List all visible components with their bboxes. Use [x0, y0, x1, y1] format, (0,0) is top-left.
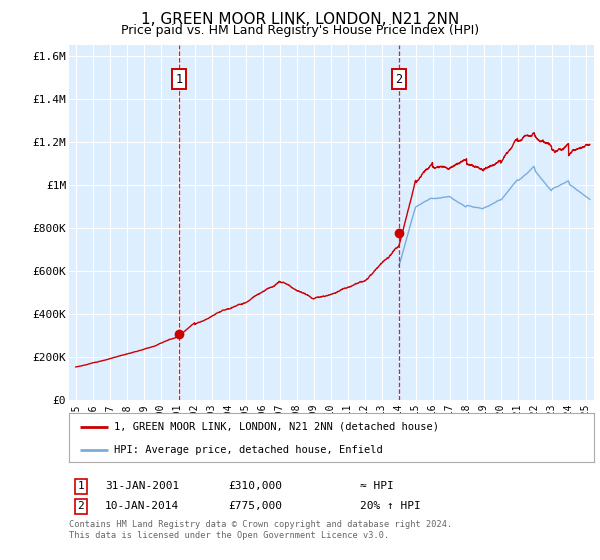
Text: 1, GREEN MOOR LINK, LONDON, N21 2NN (detached house): 1, GREEN MOOR LINK, LONDON, N21 2NN (det…	[113, 422, 439, 432]
Text: 10-JAN-2014: 10-JAN-2014	[105, 501, 179, 511]
Text: Contains HM Land Registry data © Crown copyright and database right 2024.: Contains HM Land Registry data © Crown c…	[69, 520, 452, 529]
Text: 31-JAN-2001: 31-JAN-2001	[105, 481, 179, 491]
Text: This data is licensed under the Open Government Licence v3.0.: This data is licensed under the Open Gov…	[69, 531, 389, 540]
Text: £775,000: £775,000	[228, 501, 282, 511]
Text: HPI: Average price, detached house, Enfield: HPI: Average price, detached house, Enfi…	[113, 445, 382, 455]
Text: 1: 1	[77, 481, 85, 491]
Text: 2: 2	[395, 73, 403, 86]
Text: 1, GREEN MOOR LINK, LONDON, N21 2NN: 1, GREEN MOOR LINK, LONDON, N21 2NN	[141, 12, 459, 27]
Text: Price paid vs. HM Land Registry's House Price Index (HPI): Price paid vs. HM Land Registry's House …	[121, 24, 479, 36]
Text: ≈ HPI: ≈ HPI	[360, 481, 394, 491]
Text: 1: 1	[176, 73, 182, 86]
Text: £310,000: £310,000	[228, 481, 282, 491]
Text: 20% ↑ HPI: 20% ↑ HPI	[360, 501, 421, 511]
Text: 2: 2	[77, 501, 85, 511]
